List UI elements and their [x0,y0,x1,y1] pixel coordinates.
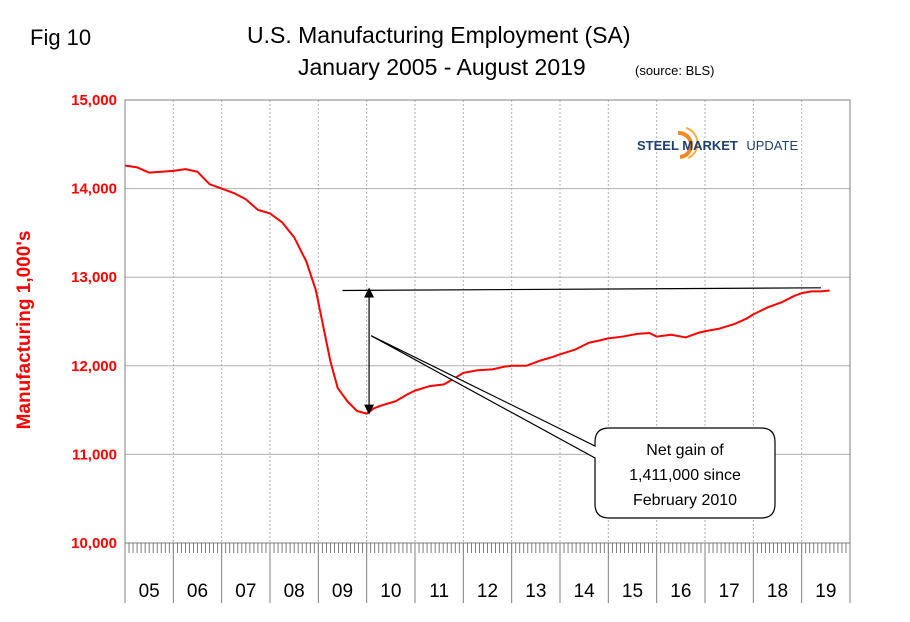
x-tick-label: 19 [815,581,836,602]
callout-line-3: February 2010 [633,492,737,509]
y-tick-label: 11,000 [72,446,117,463]
y-axis-ticks: 10,000 11,000 12,000 13,000 14,000 15,000 [71,92,117,552]
logo-steel-market: STEEL MARKET [637,138,738,153]
series-layer [124,164,830,415]
x-tick-label: 07 [235,581,256,602]
x-tick-label: 12 [477,581,498,602]
x-tick-label: 13 [525,581,546,602]
x-tick-label: 08 [284,581,305,602]
x-tick-label: 10 [380,581,401,602]
callout-box [370,335,776,519]
callout-line-1: Net gain of [646,442,724,459]
x-tick-label: 17 [719,581,740,602]
x-tick-label: 18 [767,581,788,602]
y-tick-label: 14,000 [71,181,117,198]
x-tick-label: 16 [670,581,691,602]
x-tick-label: 15 [622,581,643,602]
chart-title-source: (source: BLS) [635,63,714,78]
reference-line [342,287,822,292]
annotation-layer: Net gain of 1,411,000 since February 201… [342,287,822,519]
x-axis-panel [124,543,851,603]
steel-market-update-logo-icon [677,127,699,159]
y-tick-label: 12,000 [71,358,117,375]
monthly-tick-marks [124,543,851,553]
x-tick-label: 11 [429,581,449,602]
y-tick-label: 10,000 [71,535,117,552]
logo-text: STEEL MARKET UPDATE [637,137,798,154]
callout-line-2: 1,411,000 since [629,467,741,484]
minor-ticks [124,543,851,553]
chart-title-line2: January 2005 - August 2019 [298,54,586,80]
chart-title-line1: U.S. Manufacturing Employment (SA) [247,22,630,48]
logo-update: UPDATE [746,138,798,153]
x-tick-label: 05 [139,581,160,602]
series-line-manufacturing-employment [124,164,830,415]
y-tick-label: 15,000 [71,92,117,109]
figure-label: Fig 10 [30,25,91,50]
x-tick-label: 06 [187,581,208,602]
x-tick-label: 14 [574,581,596,602]
y-tick-label: 13,000 [71,269,117,286]
x-axis-ticks: 05 06 07 08 09 10 11 12 13 14 15 16 17 18 19 [139,581,837,602]
x-tick-label: 09 [332,581,353,602]
y-axis-label: Manufacturing 1,000's [14,231,35,430]
